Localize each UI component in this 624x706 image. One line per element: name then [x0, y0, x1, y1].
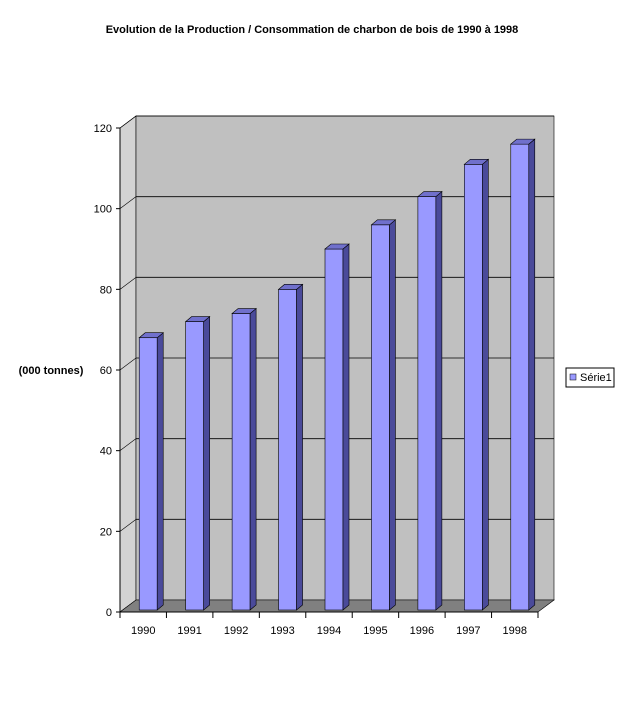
bar	[463, 158, 490, 611]
y-tick-label: 0	[106, 607, 112, 619]
gridline-side	[119, 277, 137, 290]
y-tick-label: 80	[100, 284, 112, 296]
legend-swatch	[569, 373, 577, 381]
bar-top	[231, 308, 257, 314]
x-tick-label: 1993	[270, 625, 294, 637]
bar	[138, 332, 165, 611]
legend: Série1	[565, 367, 615, 388]
bar-front	[324, 248, 344, 611]
bar-side	[342, 243, 350, 611]
bar	[231, 307, 257, 611]
bar-top	[324, 243, 350, 250]
gridline-side	[119, 115, 137, 129]
bar-side	[435, 190, 443, 611]
bar-side	[482, 158, 489, 611]
bar-side	[249, 307, 257, 611]
bar-front	[464, 164, 483, 611]
bar-top	[509, 138, 536, 145]
y-tick-label: 100	[94, 204, 112, 216]
bar-side	[296, 283, 303, 611]
bar	[324, 243, 350, 611]
bar-top	[463, 159, 490, 165]
bar-top	[417, 191, 443, 197]
legend-label: Série1	[580, 372, 612, 384]
gridline-side	[119, 519, 137, 532]
x-tick-label: 1991	[177, 625, 201, 637]
bar-front	[185, 321, 204, 611]
bar-front	[138, 337, 158, 611]
x-tick-label: 1998	[503, 625, 527, 637]
bar-front	[278, 289, 297, 611]
y-axis-label: (000 tonnes)	[19, 365, 84, 377]
bar-front	[231, 313, 251, 611]
gridline-side	[119, 357, 137, 371]
bars	[138, 138, 536, 611]
chart-title: Evolution de la Production / Consommatio…	[106, 24, 519, 36]
bar	[417, 190, 443, 611]
y-tick-label: 20	[100, 526, 112, 538]
legend-box	[565, 367, 615, 388]
x-tick-label: 1992	[224, 625, 248, 637]
bar	[184, 315, 211, 611]
bar	[277, 283, 304, 611]
bar-side	[156, 332, 164, 611]
bar-front	[510, 143, 530, 611]
x-tick-label: 1995	[363, 625, 387, 637]
bar-top	[277, 284, 304, 290]
bar	[370, 219, 397, 611]
y-tick-label: 60	[100, 365, 112, 377]
bar	[509, 138, 536, 611]
bar-top	[138, 332, 165, 339]
y-tick-label: 40	[100, 446, 112, 458]
x-tick-label: 1997	[456, 625, 480, 637]
bar-front	[417, 196, 437, 611]
bar-top	[184, 316, 211, 322]
axes: 0 20 40 60 80 100 120 1990 1991 1992 1993 1994 1995 1…	[94, 123, 539, 637]
bar-front	[371, 224, 390, 611]
x-tick-label: 1994	[317, 625, 341, 637]
x-tick-label: 1996	[410, 625, 434, 637]
gridline-side	[119, 438, 137, 451]
x-tick-label: 1990	[131, 625, 155, 637]
bar-side	[528, 138, 536, 611]
bar-side	[203, 315, 210, 611]
bar-side	[389, 219, 396, 611]
y-tick-label: 120	[94, 123, 112, 135]
gridline-side	[119, 196, 137, 209]
bar-top	[370, 219, 397, 226]
